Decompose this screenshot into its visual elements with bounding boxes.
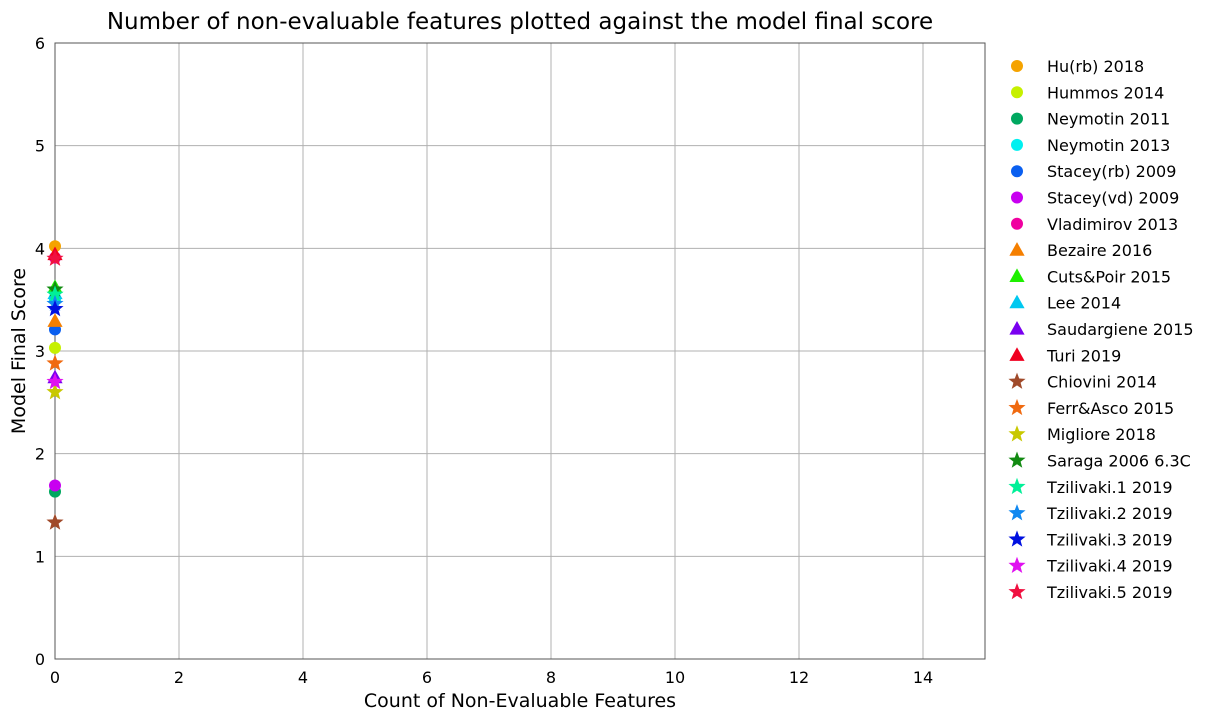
legend-label: Tzilivaki.3 2019 bbox=[1046, 530, 1173, 549]
legend-label: Cuts&Poir 2015 bbox=[1047, 267, 1171, 286]
legend-marker bbox=[1011, 60, 1023, 72]
grid bbox=[54, 42, 985, 660]
legend-label: Stacey(rb) 2009 bbox=[1047, 162, 1176, 181]
y-tick-label: 2 bbox=[35, 445, 45, 464]
legend-label: Tzilivaki.1 2019 bbox=[1046, 478, 1173, 497]
legend-item: Turi 2019 bbox=[1009, 346, 1121, 365]
y-tick-label: 4 bbox=[35, 239, 45, 258]
legend-marker bbox=[1009, 294, 1025, 309]
legend-label: Lee 2014 bbox=[1047, 294, 1121, 313]
legend-item: Migliore 2018 bbox=[1008, 425, 1156, 444]
y-tick-label: 1 bbox=[35, 547, 45, 566]
legend-item: Saudargiene 2015 bbox=[1009, 320, 1194, 339]
legend-item: Chiovini 2014 bbox=[1008, 372, 1157, 392]
y-tick-label: 5 bbox=[35, 137, 45, 156]
legend-marker bbox=[1011, 112, 1023, 125]
data-point bbox=[49, 479, 61, 492]
legend-label: Hummos 2014 bbox=[1047, 83, 1164, 102]
legend-marker bbox=[1008, 556, 1026, 573]
legend-item: Tzilivaki.2 2019 bbox=[1008, 504, 1173, 523]
data-point bbox=[49, 240, 61, 253]
legend-label: Migliore 2018 bbox=[1047, 425, 1156, 444]
x-tick-label: 6 bbox=[422, 668, 432, 687]
legend-item: Lee 2014 bbox=[1009, 294, 1121, 313]
legend-label: Vladimirov 2013 bbox=[1047, 215, 1178, 234]
data-point bbox=[46, 285, 64, 302]
legend-label: Hu(rb) 2018 bbox=[1047, 57, 1144, 76]
legend-marker bbox=[1008, 372, 1026, 389]
legend-marker bbox=[1008, 530, 1026, 547]
legend-item: Tzilivaki.5 2019 bbox=[1008, 583, 1173, 602]
legend-item: Hummos 2014 bbox=[1011, 83, 1164, 102]
legend-marker bbox=[1011, 86, 1023, 99]
legend-item: Stacey(vd) 2009 bbox=[1011, 189, 1179, 208]
legend-item: Saraga 2006 6.3C bbox=[1008, 451, 1191, 471]
legend-marker bbox=[1009, 321, 1025, 335]
legend-label: Tzilivaki.5 2019 bbox=[1046, 583, 1173, 602]
data-point bbox=[46, 513, 64, 530]
legend-marker bbox=[1009, 242, 1025, 256]
legend-label: Stacey(vd) 2009 bbox=[1047, 189, 1179, 208]
legend-item: Ferr&Asco 2015 bbox=[1008, 398, 1174, 418]
data-points bbox=[46, 240, 64, 530]
y-axis-label: Model Final Score bbox=[8, 268, 30, 434]
legend-marker bbox=[1011, 165, 1023, 178]
x-tick-label: 2 bbox=[174, 668, 184, 687]
legend-label: Bezaire 2016 bbox=[1047, 241, 1152, 260]
legend-marker bbox=[1009, 268, 1025, 282]
data-point bbox=[46, 299, 64, 317]
x-tick-label: 10 bbox=[665, 668, 685, 687]
legend-marker bbox=[1011, 138, 1023, 151]
y-tick-label: 3 bbox=[35, 342, 45, 361]
x-tick-label: 4 bbox=[298, 668, 308, 687]
data-point bbox=[46, 383, 64, 400]
legend-item: Bezaire 2016 bbox=[1009, 241, 1152, 260]
legend-item: Vladimirov 2013 bbox=[1011, 215, 1178, 234]
legend-label: Chiovini 2014 bbox=[1047, 373, 1157, 392]
legend-marker bbox=[1008, 583, 1026, 600]
data-point bbox=[47, 313, 63, 327]
chart-title: Number of non-evaluable features plotted… bbox=[107, 9, 933, 35]
legend: Hu(rb) 2018 Hummos 2014 Neymotin 2011 Neymo… bbox=[1008, 57, 1194, 602]
legend-marker bbox=[1008, 398, 1026, 416]
legend-item: Neymotin 2013 bbox=[1011, 136, 1170, 155]
legend-marker bbox=[1008, 477, 1026, 495]
legend-label: Tzilivaki.4 2019 bbox=[1046, 557, 1173, 576]
legend-label: Neymotin 2011 bbox=[1047, 110, 1170, 129]
x-tick-label: 12 bbox=[789, 668, 809, 687]
legend-label: Saudargiene 2015 bbox=[1047, 320, 1194, 339]
x-tick-label: 0 bbox=[50, 668, 60, 687]
x-axis-label: Count of Non-Evaluable Features bbox=[364, 690, 676, 712]
legend-marker bbox=[1011, 217, 1023, 230]
data-point bbox=[46, 249, 64, 266]
legend-item: Stacey(rb) 2009 bbox=[1011, 162, 1176, 181]
data-point bbox=[46, 354, 64, 371]
data-point bbox=[46, 372, 64, 390]
x-tick-label: 14 bbox=[913, 668, 933, 687]
legend-item: Tzilivaki.4 2019 bbox=[1008, 556, 1173, 576]
y-tick-label: 6 bbox=[35, 34, 45, 53]
legend-label: Turi 2019 bbox=[1046, 346, 1121, 365]
legend-marker bbox=[1008, 451, 1026, 468]
data-point bbox=[49, 341, 61, 354]
legend-label: Ferr&Asco 2015 bbox=[1047, 399, 1174, 418]
legend-marker bbox=[1008, 504, 1026, 521]
legend-label: Saraga 2006 6.3C bbox=[1047, 452, 1191, 471]
legend-label: Tzilivaki.2 2019 bbox=[1046, 504, 1173, 523]
legend-item: Tzilivaki.3 2019 bbox=[1008, 530, 1173, 549]
legend-item: Neymotin 2011 bbox=[1011, 110, 1170, 129]
legend-label: Neymotin 2013 bbox=[1047, 136, 1170, 155]
legend-item: Hu(rb) 2018 bbox=[1011, 57, 1144, 76]
y-tick-label: 0 bbox=[35, 650, 45, 669]
legend-item: Cuts&Poir 2015 bbox=[1009, 267, 1171, 286]
legend-item: Tzilivaki.1 2019 bbox=[1008, 477, 1173, 497]
x-tick-label: 8 bbox=[546, 668, 556, 687]
legend-marker bbox=[1011, 191, 1023, 204]
legend-marker bbox=[1009, 347, 1025, 361]
legend-marker bbox=[1008, 425, 1026, 442]
